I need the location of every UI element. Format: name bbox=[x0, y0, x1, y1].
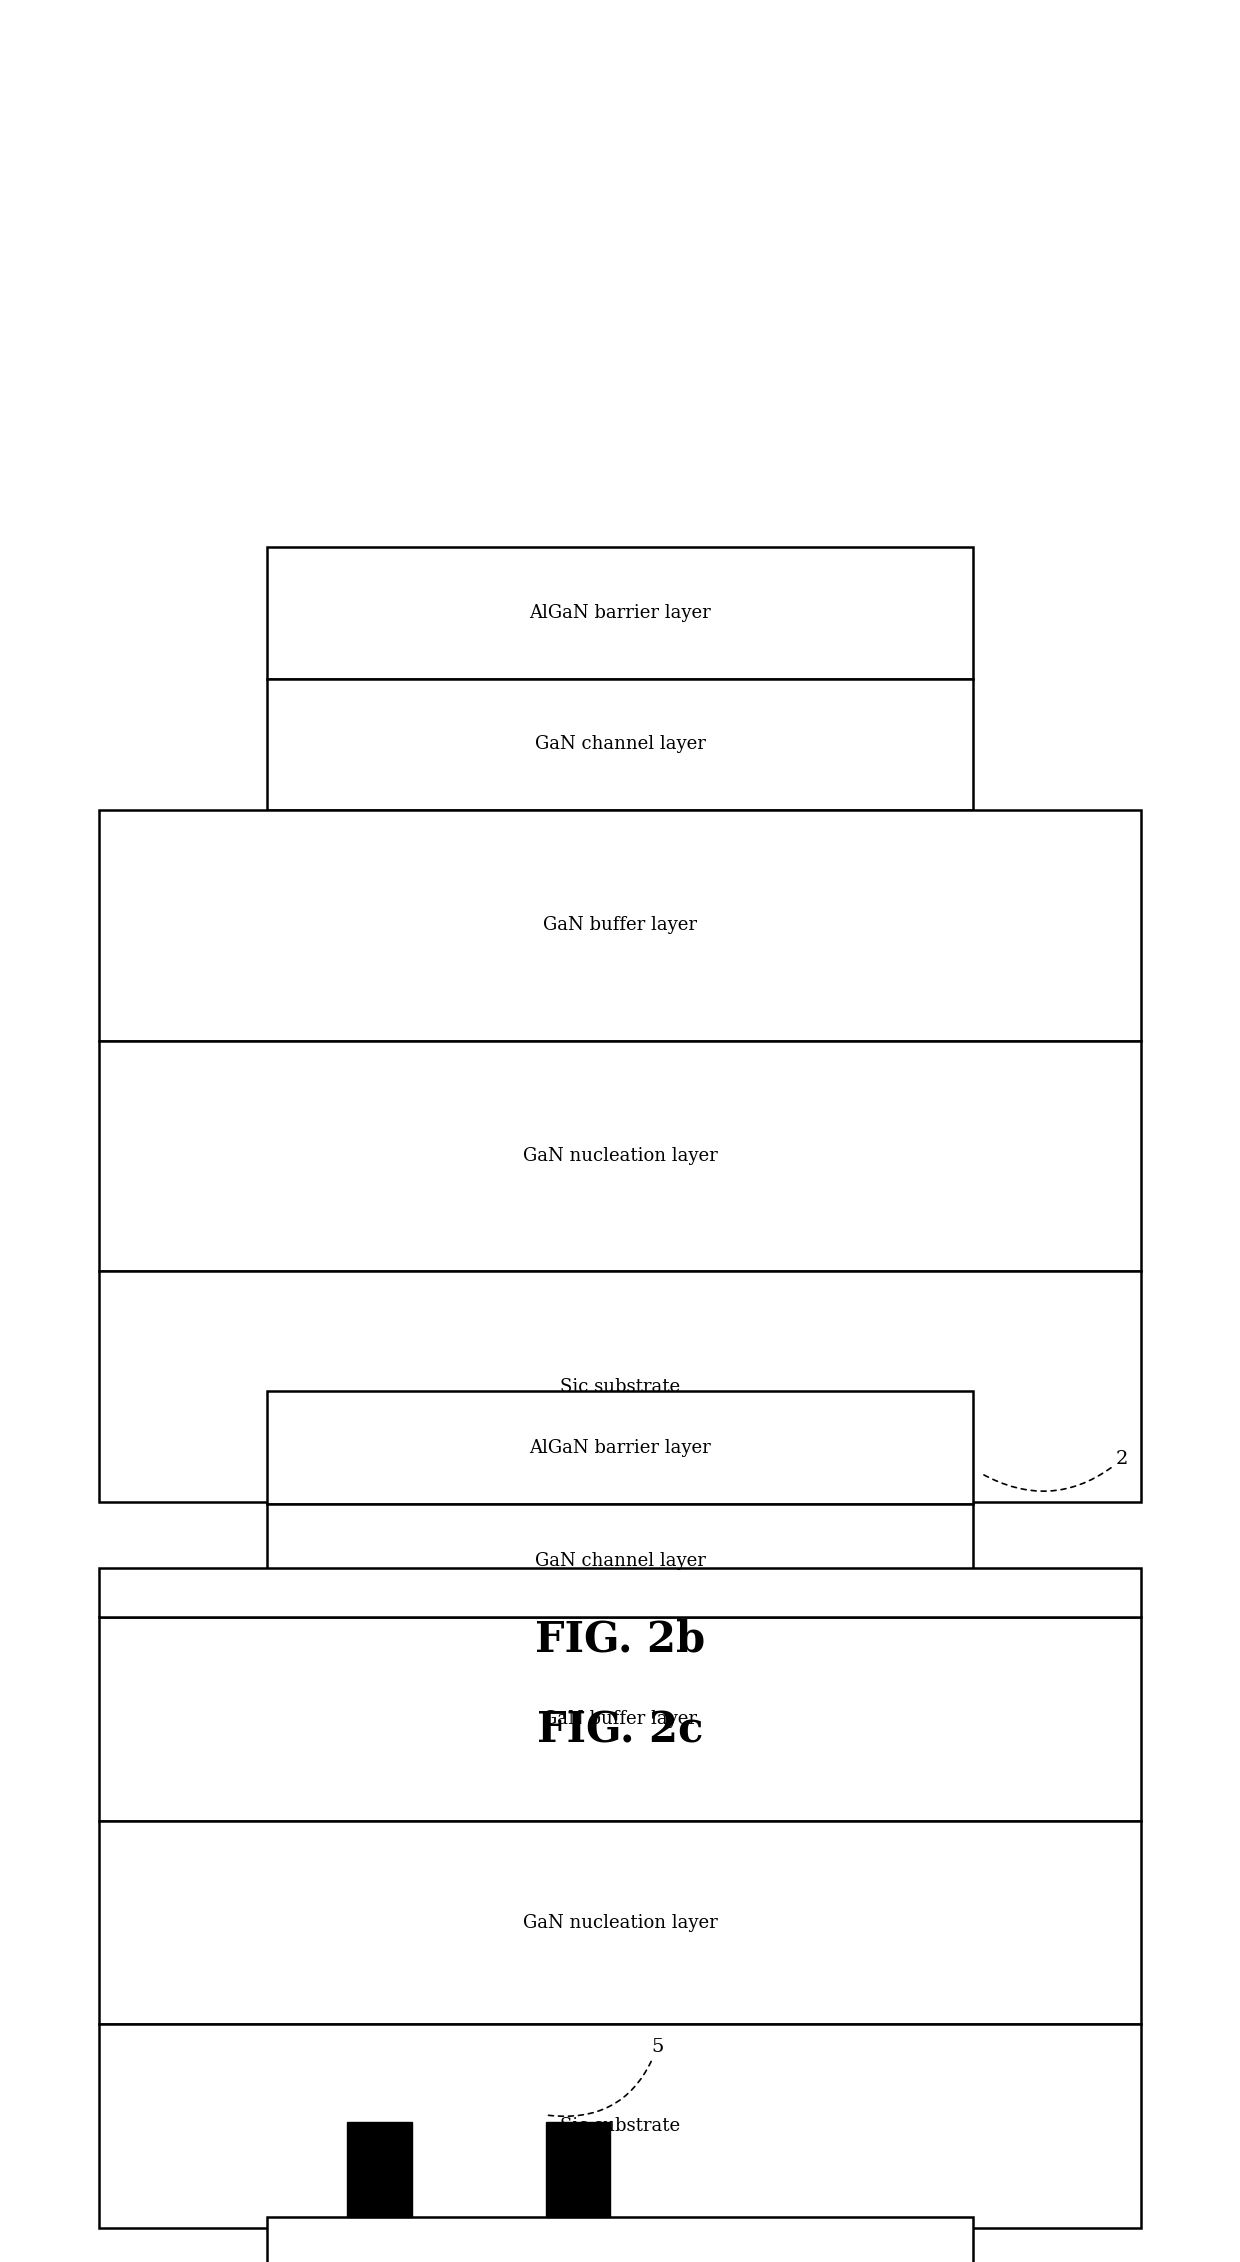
Text: GaN nucleation layer: GaN nucleation layer bbox=[522, 1914, 718, 1932]
Text: GaN nucleation layer: GaN nucleation layer bbox=[522, 1147, 718, 1165]
Bar bbox=[99, 1821, 1141, 2024]
Bar bbox=[267, 1391, 973, 1504]
Text: FIG. 2b: FIG. 2b bbox=[534, 1620, 706, 1660]
Text: Sic substrate: Sic substrate bbox=[560, 2117, 680, 2135]
Bar bbox=[99, 1271, 1141, 1502]
Bar bbox=[267, 1504, 973, 1617]
Bar bbox=[99, 2024, 1141, 2228]
Bar bbox=[99, 1617, 1141, 1821]
Text: AlGaN barrier layer: AlGaN barrier layer bbox=[529, 1439, 711, 1457]
Text: GaN buffer layer: GaN buffer layer bbox=[543, 916, 697, 934]
Bar bbox=[546, 2122, 610, 2217]
Bar bbox=[267, 679, 973, 810]
Bar bbox=[267, 2217, 973, 2262]
Bar bbox=[99, 1568, 1141, 1617]
Text: 5: 5 bbox=[548, 2038, 663, 2117]
Bar bbox=[267, 547, 973, 679]
Text: 2: 2 bbox=[982, 1450, 1128, 1491]
Bar bbox=[347, 2122, 412, 2217]
Text: AlGaN barrier layer: AlGaN barrier layer bbox=[529, 604, 711, 622]
Text: GaN buffer layer: GaN buffer layer bbox=[543, 1710, 697, 1728]
Text: GaN channel layer: GaN channel layer bbox=[534, 1552, 706, 1570]
Text: FIG. 2c: FIG. 2c bbox=[537, 1710, 703, 1751]
Text: GaN channel layer: GaN channel layer bbox=[534, 735, 706, 753]
Text: Sic substrate: Sic substrate bbox=[560, 1378, 680, 1396]
Bar bbox=[99, 1041, 1141, 1271]
Bar bbox=[99, 810, 1141, 1041]
